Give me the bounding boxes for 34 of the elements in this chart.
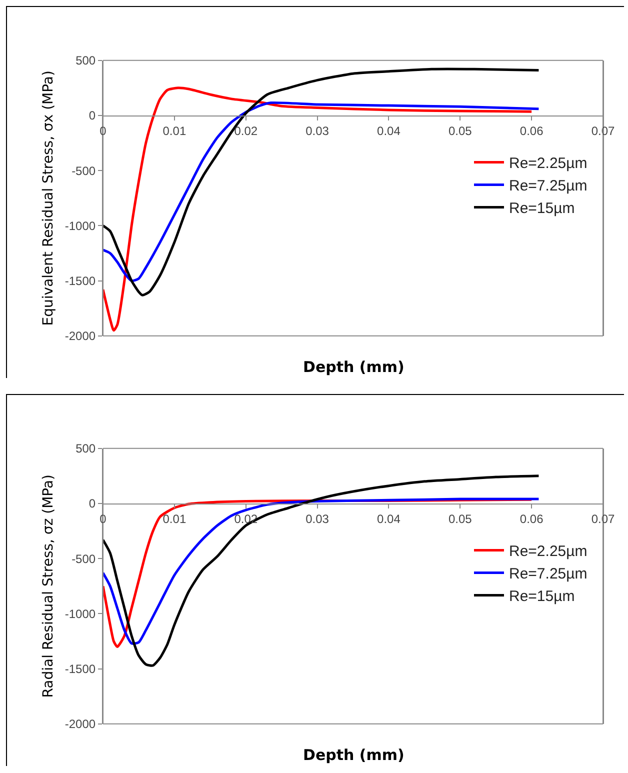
x-tick-label: 0.02 [234,512,258,526]
x-tick-label: 0.05 [448,124,472,138]
y-tick-label: -2000 [64,329,96,344]
x-tick-label: 0.03 [306,512,330,526]
x-tick-label: 0.05 [448,512,472,526]
legend-label: Re=15µm [509,200,575,218]
legend-label: Re=7.25µm [509,566,588,583]
legend-label: Re=2.25µm [509,155,588,172]
x-tick-label: 0.04 [377,512,401,526]
legend-label: Re=15µm [509,588,575,606]
y-tick-label: 500 [76,54,96,68]
y-tick-label: -1500 [64,662,96,676]
x-axis-title: Depth (mm) [303,746,404,764]
x-tick-label: 0.04 [377,124,401,138]
legend-label: Re=2.25µm [509,543,588,560]
y-tick-label: 500 [76,442,96,456]
y-tick-label: -1500 [64,274,96,288]
y-axis-title: Radial Residual Stress, σz (MPa) [40,474,56,698]
legend-label: Re=7.25µm [509,178,588,195]
y-tick-label: -1000 [64,218,96,233]
y-tick-label: -500 [72,164,96,178]
y-tick-label: -1000 [64,606,96,621]
x-tick-label: 0.06 [520,512,544,526]
y-tick-label: -500 [72,552,96,566]
y-tick-label: 0 [88,496,96,511]
x-tick-label: 0.01 [162,124,186,138]
x-tick-label: 0.01 [162,512,186,526]
x-tick-label: 0.03 [306,124,330,138]
y-tick-label: -2000 [64,717,96,732]
y-tick-label: 0 [88,108,96,123]
x-axis-title: Depth (mm) [303,358,404,376]
y-axis-title: Equivalent Residual Stress, σx (MPa) [40,70,56,326]
x-tick-label: 0.02 [234,124,258,138]
x-tick-label: 0.06 [520,124,544,138]
